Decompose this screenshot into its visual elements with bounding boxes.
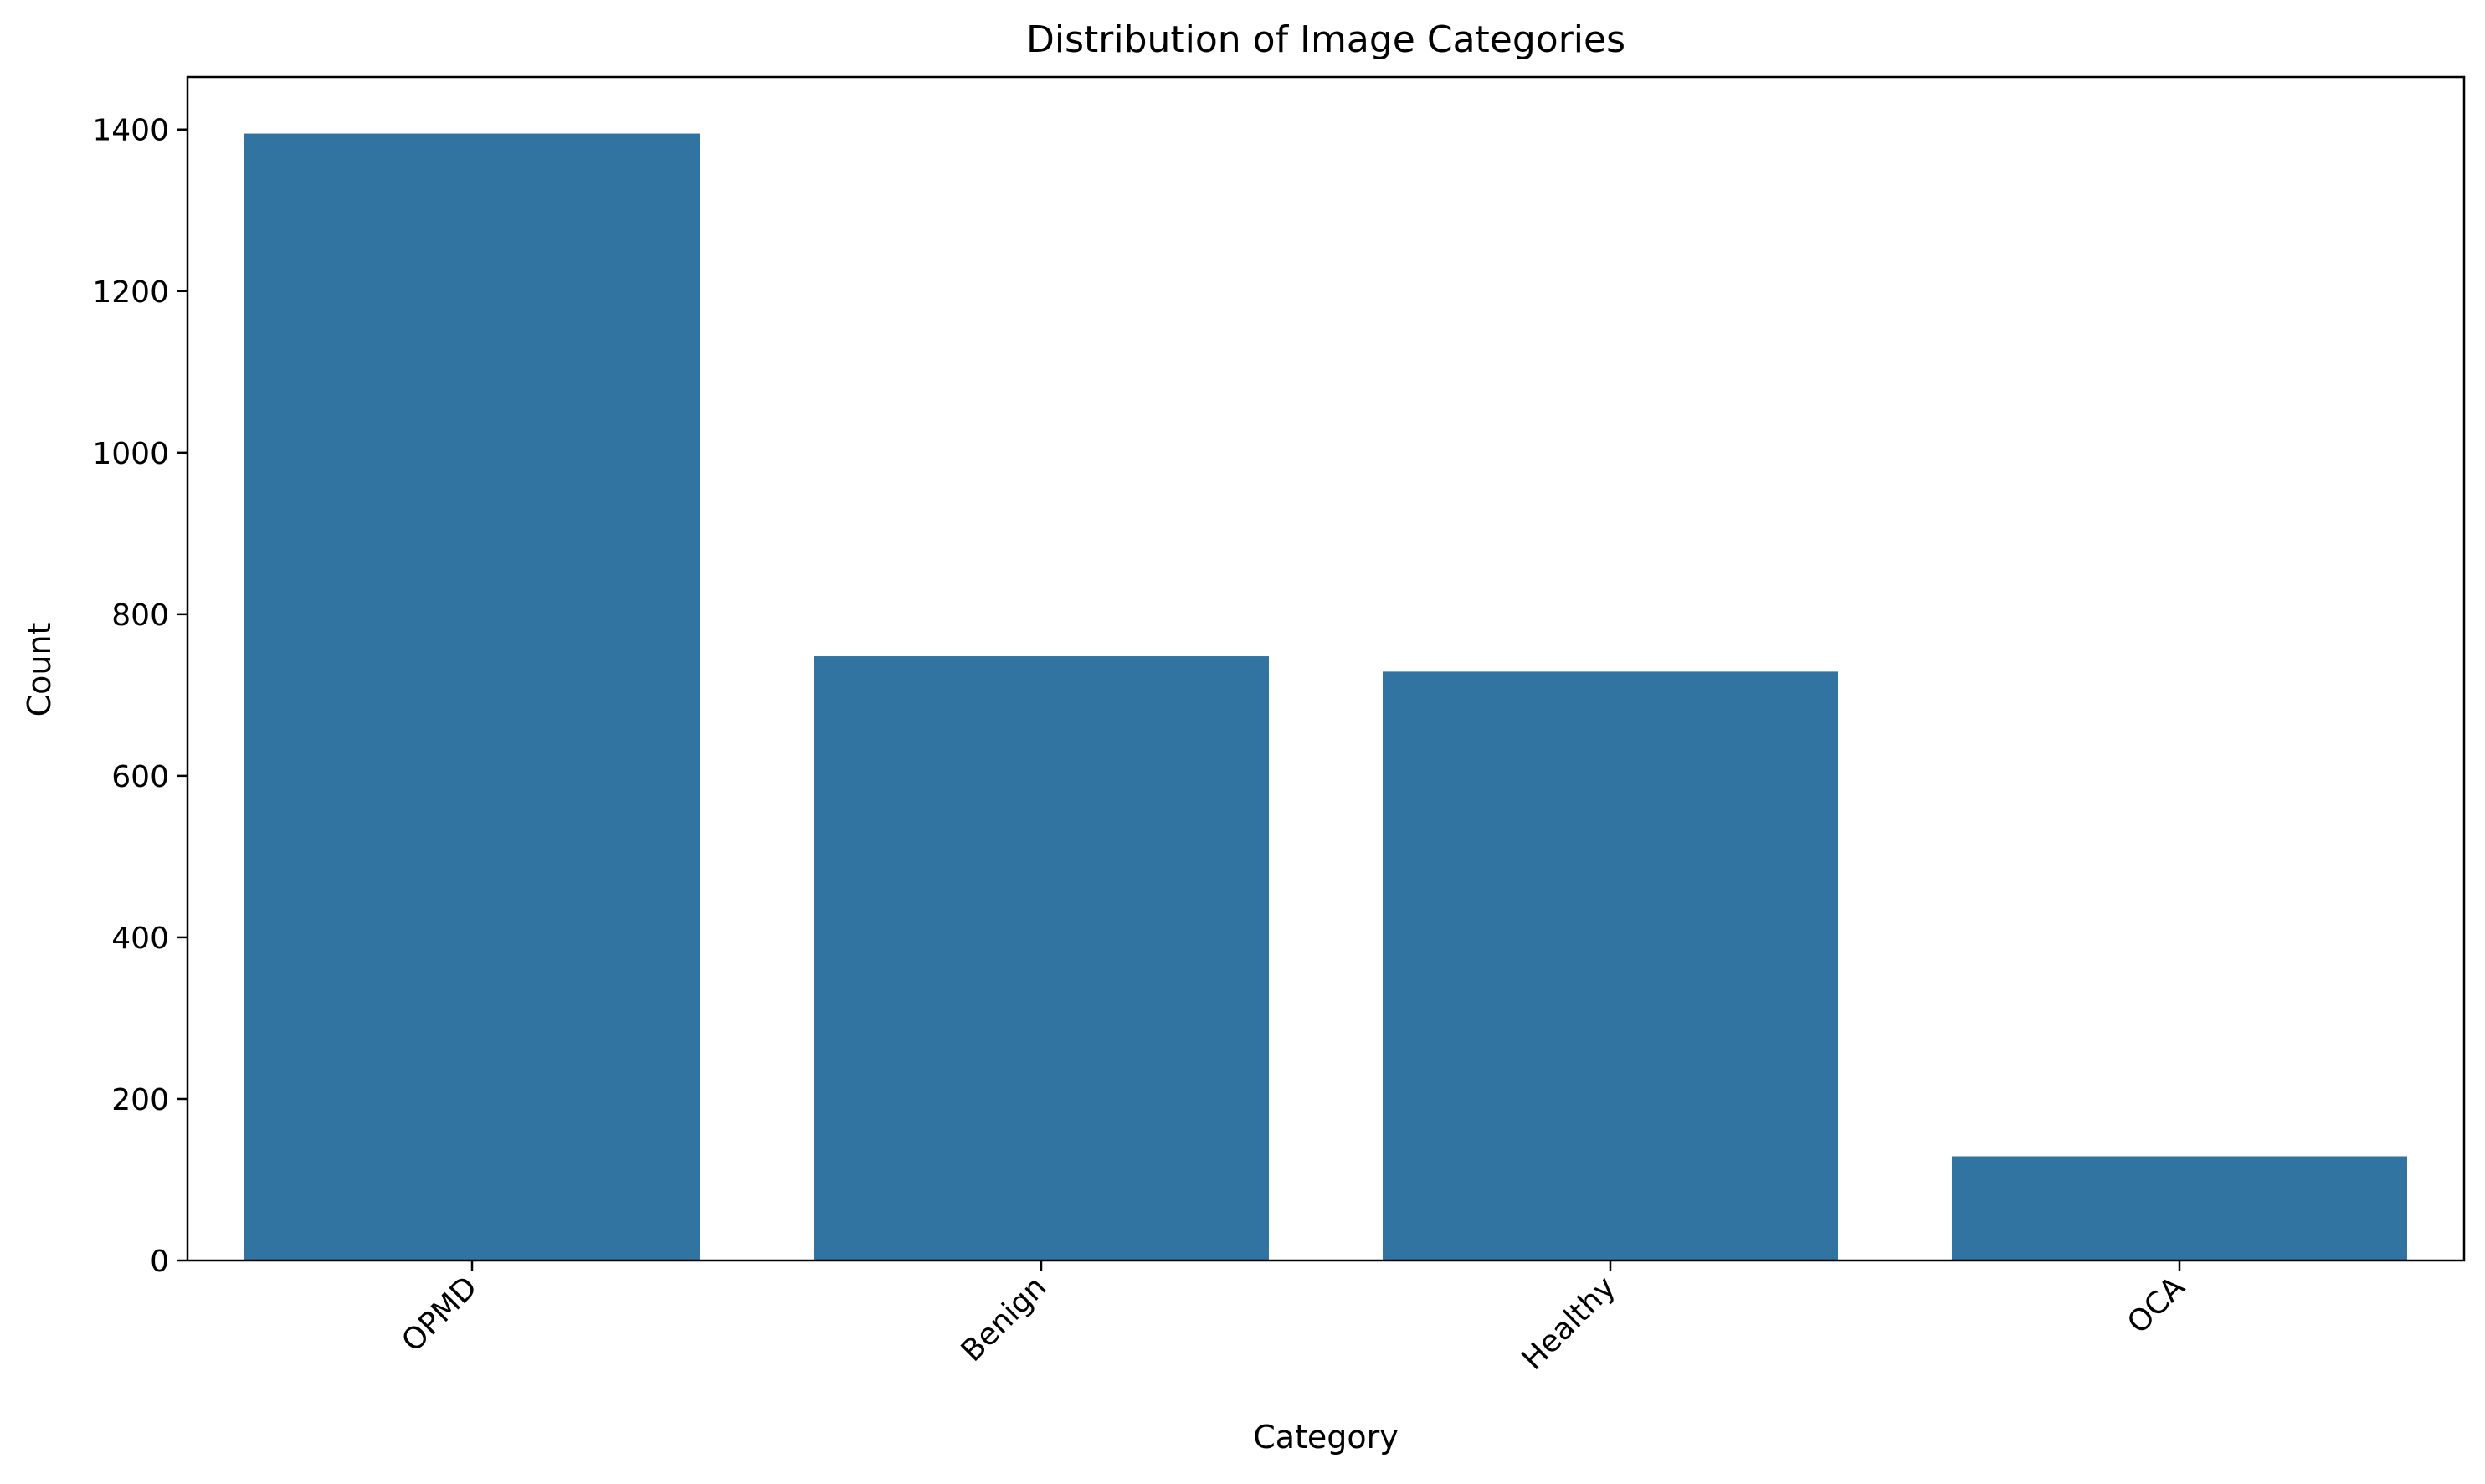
bar-oca [1952,1156,2407,1261]
y-tick-label: 200 [111,1083,169,1117]
y-tick-label: 0 [150,1245,169,1279]
y-tick-label: 1000 [92,437,169,471]
y-tick-label: 1200 [92,275,169,310]
y-tick-label: 400 [111,922,169,956]
chart-title: Distribution of Image Categories [1026,18,1625,61]
bar-healthy [1383,671,1838,1261]
bar-opmd [244,133,700,1261]
y-tick-label: 600 [111,760,169,794]
plot-frame [186,75,2466,1262]
y-axis-label: Count [21,623,58,717]
bars-layer [244,133,2407,1261]
y-tick-label: 800 [111,598,169,633]
y-tick-label: 1400 [92,114,169,148]
y-axis: 0 200 400 600 800 1000 1200 1400 [92,114,187,1279]
bar-benign [814,656,1269,1261]
x-axis-label: Category [1253,1419,1399,1456]
